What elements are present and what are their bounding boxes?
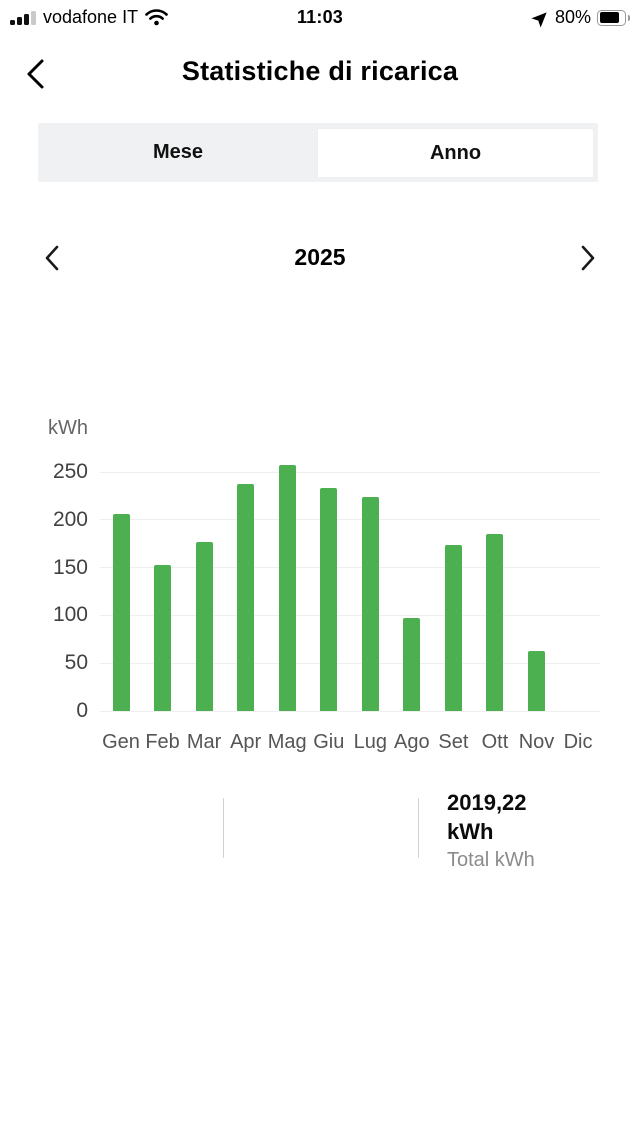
x-axis-label-nov: Nov <box>518 731 555 753</box>
status-bar: vodafone IT 11:03 80% <box>0 0 640 40</box>
bar-set <box>444 544 462 711</box>
y-tick-50: 50 <box>64 651 88 675</box>
x-axis-label-ago: Ago <box>394 731 430 753</box>
x-axis-label-apr: Apr <box>230 731 262 753</box>
tab-anno[interactable]: Anno <box>318 129 593 177</box>
back-button[interactable] <box>18 54 54 94</box>
x-axis-label-lug: Lug <box>353 731 387 753</box>
gridline-100 <box>100 614 600 616</box>
period-segmented-control: Mese Anno <box>38 123 598 182</box>
status-time: 11:03 <box>296 7 344 27</box>
summary-divider <box>418 798 419 858</box>
total-kwh-block: 2019,22 kWh Total kWh <box>447 788 535 874</box>
chevron-right-icon <box>581 245 595 271</box>
y-tick-0: 0 <box>76 699 88 722</box>
x-axis-label-set: Set <box>438 731 469 753</box>
gridline-150 <box>100 567 600 569</box>
bar-mag <box>278 465 296 711</box>
total-label: Total kWh <box>447 849 535 871</box>
previous-year-button[interactable] <box>30 238 74 278</box>
y-axis-unit-label: kWh <box>48 417 88 439</box>
bar-mar <box>195 541 213 711</box>
kwh-bar-chart: kWh 0 50 100 150 200 250 Gen Feb Mar Apr Mag Giu Lug… <box>0 415 640 765</box>
y-tick-250: 250 <box>52 460 88 483</box>
bar-ott <box>486 534 504 711</box>
bar-feb <box>154 564 172 711</box>
signal-strength-icon <box>10 10 36 25</box>
summary-divider <box>223 798 224 858</box>
total-value: 2019,22 <box>447 790 527 815</box>
bar-lug <box>361 496 379 711</box>
battery-icon <box>597 9 630 26</box>
bar-ago <box>403 618 421 711</box>
gridline-250 <box>100 471 600 473</box>
gridline-0 <box>100 710 600 712</box>
x-axis-label-mar: Mar <box>186 731 222 753</box>
bar-giu <box>320 488 338 711</box>
battery-percent-label: 80% <box>554 7 591 27</box>
tab-mese[interactable]: Mese <box>152 141 204 163</box>
header: Statistiche di ricarica <box>0 48 640 100</box>
y-tick-100: 100 <box>52 603 88 627</box>
x-axis-label-giu: Giu <box>313 731 345 753</box>
x-axis-label-gen: Gen <box>102 731 140 753</box>
location-icon <box>531 10 549 28</box>
x-axis-label-feb: Feb <box>145 731 180 753</box>
carrier-label: vodafone IT <box>43 7 139 27</box>
y-tick-200: 200 <box>52 507 88 531</box>
total-unit: kWh <box>447 819 494 844</box>
y-tick-150: 150 <box>52 555 88 579</box>
x-axis-label-mag: Mag <box>267 731 307 753</box>
x-axis-label-dic: Dic <box>563 731 593 753</box>
gridline-50 <box>100 662 600 664</box>
year-selector: 2025 <box>0 236 640 280</box>
x-axis-label-ott: Ott <box>481 731 509 753</box>
year-label: 2025 <box>294 244 346 270</box>
chevron-left-icon <box>45 245 59 271</box>
page-title: Statistiche di ricarica <box>181 56 459 86</box>
bar-nov <box>528 650 545 711</box>
gridline-200 <box>100 519 600 521</box>
wifi-icon <box>145 9 168 26</box>
bar-gen <box>112 514 130 711</box>
chevron-left-icon <box>27 59 44 89</box>
bar-apr <box>237 484 255 711</box>
summary-row: 2019,22 kWh Total kWh <box>0 788 640 872</box>
next-year-button[interactable] <box>566 238 610 278</box>
